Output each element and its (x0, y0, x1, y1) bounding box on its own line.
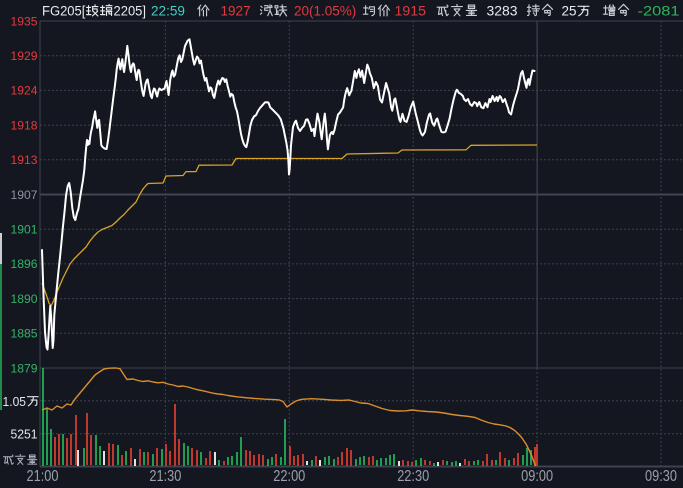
svg-text:22:30: 22:30 (397, 468, 429, 485)
svg-text:09:00: 09:00 (521, 468, 553, 485)
svg-text:20(1.05%): 20(1.05%) (294, 4, 356, 19)
svg-text:1935: 1935 (11, 14, 38, 28)
svg-text:5251: 5251 (11, 427, 38, 442)
svg-text:1896: 1896 (11, 257, 38, 271)
svg-text:09:30: 09:30 (645, 468, 677, 485)
svg-text:-2081: -2081 (638, 4, 680, 19)
svg-text:1907: 1907 (11, 188, 38, 202)
svg-text:1885: 1885 (11, 327, 38, 341)
svg-text:1929: 1929 (11, 49, 38, 63)
svg-text:1.05: 1.05 (3, 394, 27, 409)
svg-text:2205]: 2205] (114, 4, 147, 19)
svg-text:1924: 1924 (11, 84, 38, 98)
svg-text:1918: 1918 (11, 118, 38, 132)
svg-text:25: 25 (562, 4, 577, 19)
svg-text:1879: 1879 (11, 361, 38, 375)
svg-text:22:00: 22:00 (273, 468, 305, 485)
svg-text:21:30: 21:30 (149, 468, 181, 485)
svg-text:1901: 1901 (11, 223, 38, 237)
svg-text:1915: 1915 (395, 4, 427, 19)
svg-text:1890: 1890 (11, 292, 38, 306)
svg-text:FG205[: FG205[ (42, 4, 86, 19)
svg-text:3283: 3283 (487, 4, 518, 19)
svg-text:1913: 1913 (11, 153, 38, 167)
svg-text:21:00: 21:00 (27, 468, 59, 485)
svg-text:22:59: 22:59 (151, 4, 185, 19)
svg-text:1927: 1927 (221, 4, 251, 19)
